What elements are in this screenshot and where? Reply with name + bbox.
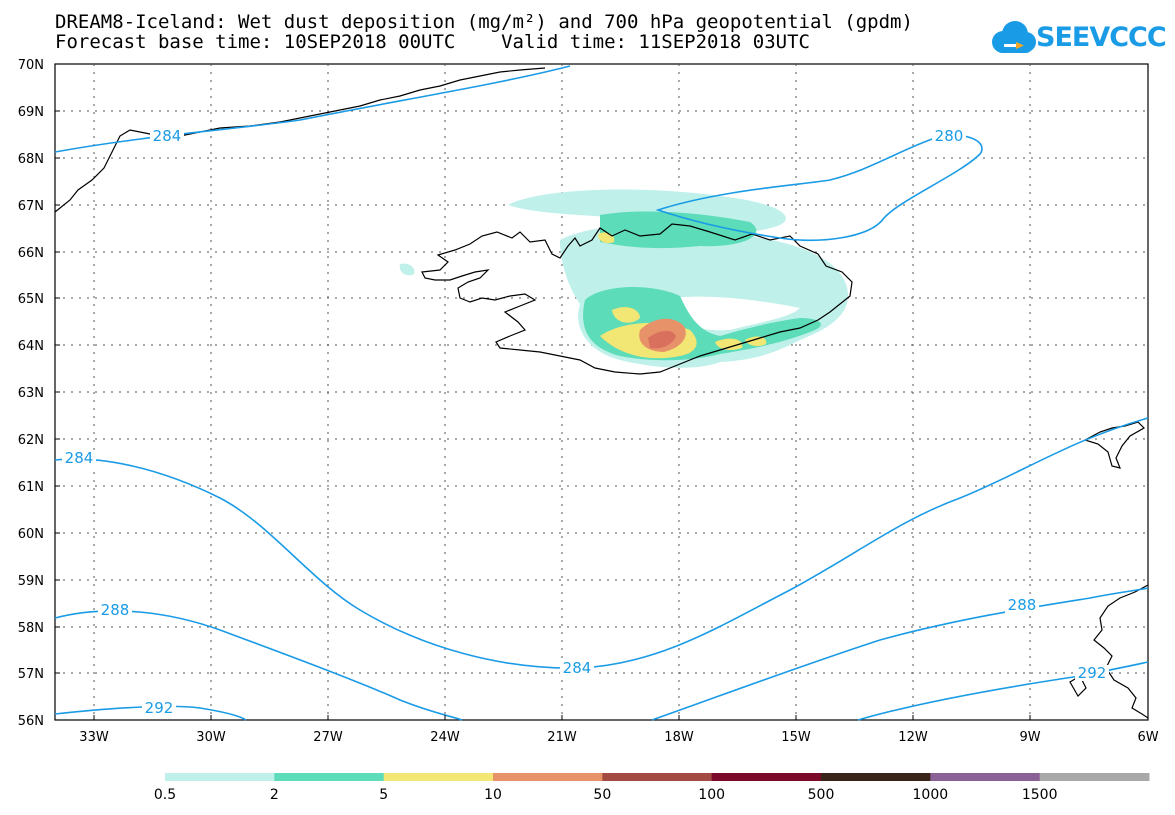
lon-label: 9W <box>1019 730 1040 745</box>
lat-label: 62N <box>18 433 44 448</box>
contour-label: 284 <box>153 127 182 145</box>
lat-label: 70N <box>18 58 44 73</box>
colorbar-label: 1500 <box>1022 787 1058 803</box>
colorbar-swatch <box>383 773 494 781</box>
contour-labels: 284 280 284 288 284 288 292 292 <box>65 127 1107 717</box>
map-title: DREAM8-Iceland: Wet dust deposition (mg/… <box>55 11 913 33</box>
lat-label: 66N <box>18 246 44 261</box>
colorbar-label: 0.5 <box>154 787 176 803</box>
cloud-icon <box>992 21 1036 53</box>
contour-292-east <box>857 661 1149 721</box>
contour-280 <box>655 134 983 241</box>
lat-label: 61N <box>18 480 44 495</box>
lon-label: 12W <box>898 730 928 745</box>
lat-label: 57N <box>18 667 44 682</box>
lat-label: 68N <box>18 152 44 167</box>
lat-label: 63N <box>18 386 44 401</box>
colorbar-swatch <box>1039 773 1150 781</box>
lat-label: 69N <box>18 105 44 120</box>
colorbar-label: 100 <box>698 787 725 803</box>
lon-label: 24W <box>430 730 460 745</box>
colorbar-swatch <box>274 773 385 781</box>
colorbar-label: 2 <box>270 787 279 803</box>
faroe-coast <box>1083 421 1145 469</box>
lon-label: 33W <box>79 730 109 745</box>
contour-label: 292 <box>1078 664 1107 682</box>
colorbar-label: 1000 <box>913 787 949 803</box>
scotland-coast <box>1093 584 1149 719</box>
lat-label: 64N <box>18 339 44 354</box>
lon-label: 6W <box>1137 730 1158 745</box>
lat-label: 60N <box>18 527 44 542</box>
logo-text: SEEVCCC <box>1036 22 1167 53</box>
map-subtitle: Forecast base time: 10SEP2018 00UTC Vali… <box>55 31 810 53</box>
lat-label: 56N <box>18 714 44 729</box>
lon-label: 15W <box>781 730 811 745</box>
colorbar-label: 5 <box>379 787 388 803</box>
contour-288-east <box>651 587 1149 721</box>
lat-label: 59N <box>18 574 44 589</box>
longitude-labels: 33W 30W 27W 24W 21W 18W 15W 12W 9W 6W <box>79 730 1158 745</box>
lon-label: 18W <box>664 730 694 745</box>
axis-ticks <box>55 63 1031 720</box>
lat-label: 65N <box>18 292 44 307</box>
contour-284-north <box>54 65 571 153</box>
latitude-labels: 70N 69N 68N 67N 66N 65N 64N 63N 62N 61N … <box>18 58 44 729</box>
contour-label: 280 <box>935 127 964 145</box>
colorbar-swatch <box>493 773 603 781</box>
contour-label: 284 <box>65 449 94 467</box>
lon-label: 27W <box>313 730 343 745</box>
lon-label: 21W <box>547 730 577 745</box>
iceland-coast <box>421 223 853 375</box>
colorbar-swatch <box>711 773 822 781</box>
lat-label: 58N <box>18 621 44 636</box>
contour-292-west <box>54 705 247 721</box>
colorbar-swatch <box>821 773 931 781</box>
colorbar: 0.5 2 5 10 50 100 500 1000 1500 <box>154 773 1150 803</box>
lon-label: 30W <box>196 730 226 745</box>
lat-label: 67N <box>18 199 44 214</box>
contour-label: 288 <box>1008 596 1037 614</box>
map-frame <box>54 63 1149 721</box>
dust-deposition-field <box>399 189 849 368</box>
colorbar-label: 50 <box>593 787 611 803</box>
colorbar-swatch <box>165 773 275 781</box>
contour-label: 288 <box>101 601 130 619</box>
contour-label: 284 <box>563 659 592 677</box>
colorbar-label: 500 <box>808 787 835 803</box>
colorbar-swatch <box>602 773 713 781</box>
colorbar-swatch <box>930 773 1041 781</box>
contour-label: 292 <box>145 699 174 717</box>
seevccc-logo: SEEVCCC <box>988 18 1167 60</box>
contour-label-backgrounds <box>62 128 1109 716</box>
colorbar-label: 10 <box>484 787 502 803</box>
